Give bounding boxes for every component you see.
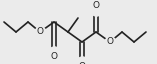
Text: O: O — [78, 62, 86, 64]
Text: O: O — [36, 28, 43, 36]
Text: O: O — [51, 52, 57, 61]
Text: O: O — [106, 38, 114, 47]
Text: O: O — [92, 1, 100, 10]
